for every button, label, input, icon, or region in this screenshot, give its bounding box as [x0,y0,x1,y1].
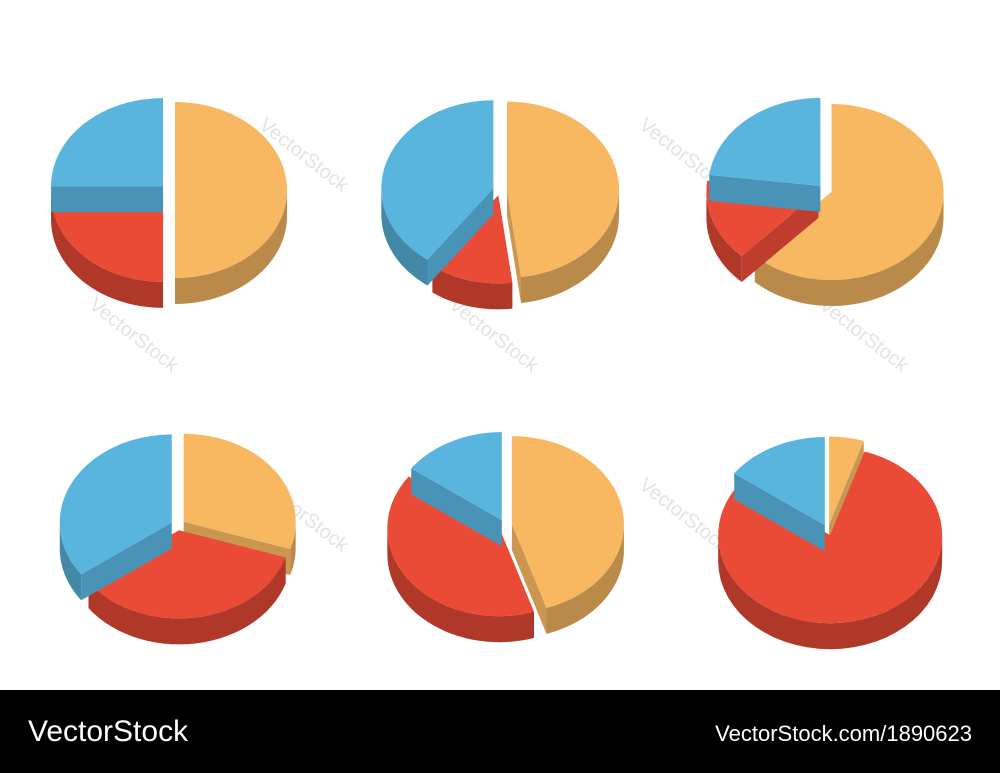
slice-wall [59,522,82,601]
pie-slice [175,102,287,304]
slice-top [387,476,534,617]
slice-wall [387,528,534,643]
slice-cut [81,522,172,601]
slice-top [51,193,164,282]
pie-slice [709,97,821,212]
pie-slice [734,437,825,552]
slice-top [506,101,619,277]
pie-slice [51,98,164,213]
slice-wall [51,193,164,308]
pie-slice [511,436,624,634]
slice-wall [175,190,287,304]
slice-top [709,97,821,186]
slice-top [734,437,825,526]
slice-cut [427,188,494,286]
pie-slice [59,434,172,601]
slice-cut [411,468,502,547]
slice-wall [290,521,296,575]
slice-top [175,102,287,278]
slice-wall [546,524,624,634]
slice-wall [432,266,513,310]
watermark: VectorStock [85,294,183,378]
footer-id: VectorStock.com/1890623 [715,721,972,746]
pie-slice [381,100,494,286]
slice-top [411,432,502,521]
pie-slice [506,101,619,303]
slice-cut [709,174,821,212]
slice-top [829,436,864,525]
slice-wall [381,188,428,286]
footer-brand: VectorStock [28,715,189,748]
slice-top [381,100,494,260]
slice-top [511,436,624,608]
slice-cut [506,189,522,303]
slice-top [51,98,164,187]
slice-top [432,195,513,284]
slice-top [59,434,172,575]
slice-top [88,530,286,619]
slice-top [754,104,944,280]
slice-cut [734,473,825,552]
slice-wall [754,192,944,307]
watermark: VectorStock [815,294,913,378]
slice-wall [521,189,619,303]
slice-top [183,433,296,549]
slice-wall [718,535,943,650]
pie-slice [411,432,502,547]
slice-wall [88,557,286,645]
footer-band [0,690,1000,773]
slice-wall [706,191,742,283]
slice-top [718,451,943,624]
slice-cut [511,524,547,634]
slice-cut [51,186,164,213]
